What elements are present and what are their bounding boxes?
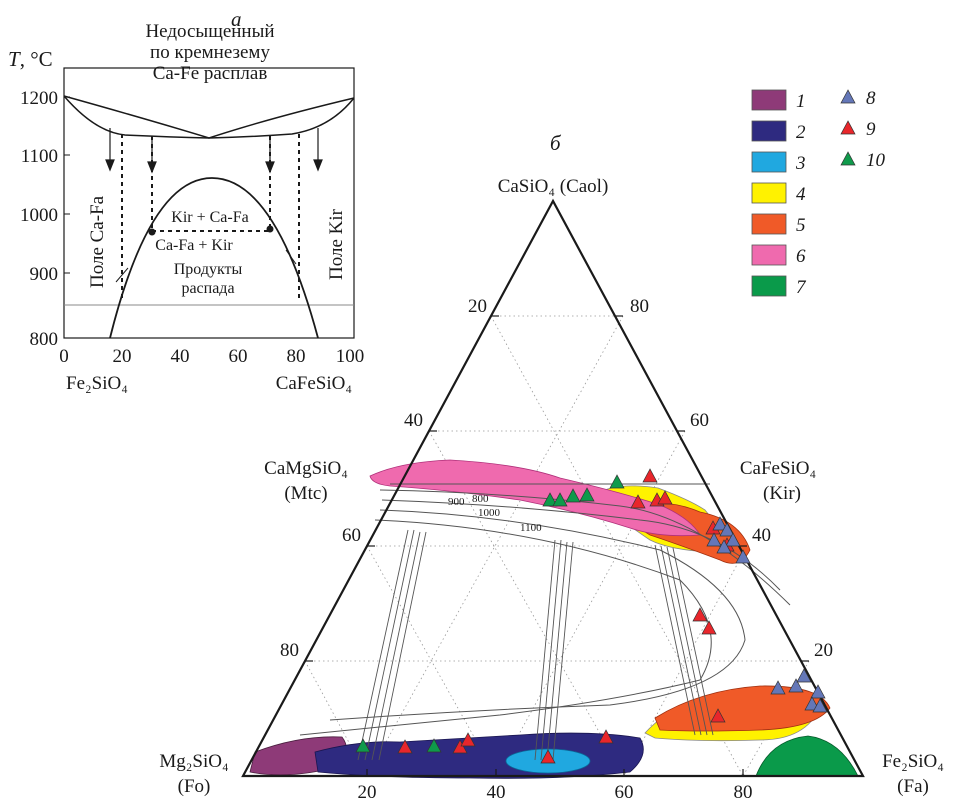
panel-b-label: б [550, 131, 562, 155]
liquidus-curve [64, 96, 354, 138]
decay-label-line-1: Продукты [174, 261, 243, 278]
legend-label-9: 9 [866, 119, 876, 140]
x-tick: 60 [229, 346, 248, 367]
panel-a: а T, °C 1200 1100 1000 900 800 0 20 40 6… [8, 7, 364, 394]
legend: 1 2 3 4 5 6 7 8 9 10 [752, 88, 886, 298]
field-7 [756, 736, 858, 776]
panel-a-y-axis-label: T, °C [8, 47, 53, 71]
isotherm-label-1100: 1100 [520, 522, 542, 534]
legend-swatch-1 [752, 90, 786, 110]
field-label-ca-fa: Поле Ca-Fa [87, 195, 108, 288]
y-tick: 900 [30, 264, 59, 285]
tick-right: 20 [814, 640, 833, 661]
x-tick: 20 [113, 346, 132, 367]
isotherm-label-800: 800 [472, 493, 489, 505]
legend-triangle-9 [841, 121, 855, 134]
legend-label-8: 8 [866, 88, 876, 109]
side-right-label-2: (Kir) [763, 483, 801, 504]
decay-label-line-2: распада [181, 280, 234, 297]
tick-left: 60 [342, 525, 361, 546]
legend-triangle-10 [841, 152, 855, 165]
legend-triangle-8 [841, 90, 855, 103]
side-right-label-1: CaFeSiO₄ [740, 458, 816, 479]
panel-a-y-ticks: 1200 1100 1000 900 800 [20, 88, 70, 350]
panel-b: б [159, 131, 944, 801]
apex-right-label-2: (Fa) [897, 776, 929, 797]
legend-swatch-6 [752, 245, 786, 265]
tick-bottom: 40 [487, 782, 506, 801]
legend-label-6: 6 [796, 246, 806, 267]
solvus-dome [110, 178, 318, 338]
legend-swatch-7 [752, 276, 786, 296]
solidus-curve [64, 96, 354, 138]
label-cafa-plus-kir: Ca-Fa + Kir [155, 237, 233, 254]
tick-right: 40 [752, 525, 771, 546]
side-left-label-1: CaMgSiO₄ [264, 458, 348, 479]
legend-label-10: 10 [866, 150, 886, 171]
tick-right: 80 [630, 296, 649, 317]
legend-label-1: 1 [796, 91, 806, 112]
tick-left: 40 [404, 410, 423, 431]
x-left-end-label: Fe₂SiO₄ [66, 373, 128, 394]
x-tick: 0 [59, 346, 69, 367]
y-tick: 800 [30, 329, 59, 350]
melt-label-line-3: Ca-Fe расплав [153, 63, 268, 84]
legend-swatch-2 [752, 121, 786, 141]
tick-bottom: 60 [615, 782, 634, 801]
field-5-lower [655, 686, 830, 731]
field-2 [315, 733, 643, 778]
melt-label-line-2: по кремнезему [150, 42, 270, 63]
marker-9 [702, 621, 716, 634]
legend-swatch-4 [752, 183, 786, 203]
y-tick: 1100 [21, 146, 58, 167]
arrow-right-small [286, 250, 296, 264]
tick-left: 20 [468, 296, 487, 317]
eutectoid-point-left [149, 229, 156, 236]
apex-right-label-1: Fe₂SiO₄ [882, 751, 944, 772]
y-tick: 1000 [20, 205, 58, 226]
y-tick: 1200 [20, 88, 58, 109]
legend-label-7: 7 [796, 277, 807, 298]
legend-swatch-5 [752, 214, 786, 234]
eutectoid-point-right [267, 226, 274, 233]
isotherm-label-900: 900 [448, 496, 465, 508]
legend-label-3: 3 [795, 153, 806, 174]
panel-a-x-ticks: 0 20 40 60 80 100 Fe₂SiO₄ CaFeSiO₄ [59, 346, 364, 394]
marker-10 [610, 475, 624, 488]
marker-9 [643, 469, 657, 482]
legend-swatch-3 [752, 152, 786, 172]
x-tick: 40 [171, 346, 190, 367]
x-tick: 100 [336, 346, 365, 367]
x-right-end-label: CaFeSiO₄ [276, 373, 352, 394]
melt-label-line-1: Недосыщенный [145, 21, 274, 42]
tick-bottom: 80 [734, 782, 753, 801]
legend-label-2: 2 [796, 122, 806, 143]
legend-label-5: 5 [796, 215, 806, 236]
legend-label-4: 4 [796, 184, 806, 205]
x-tick: 80 [287, 346, 306, 367]
tick-left: 80 [280, 640, 299, 661]
field-label-kir: Поле Kir [326, 208, 347, 280]
apex-top-label: CaSiO₄ (Caol) [498, 176, 609, 197]
label-kir-plus-cafa: Kir + Ca-Fa [171, 209, 248, 226]
apex-left-label-2: (Fo) [178, 776, 211, 797]
marker-8 [811, 685, 825, 698]
tick-right: 60 [690, 410, 709, 431]
side-left-label-2: (Mtc) [284, 483, 327, 504]
isotherm-label-1000: 1000 [478, 507, 501, 519]
tick-bottom: 20 [358, 782, 377, 801]
apex-left-label-1: Mg₂SiO₄ [159, 751, 228, 772]
